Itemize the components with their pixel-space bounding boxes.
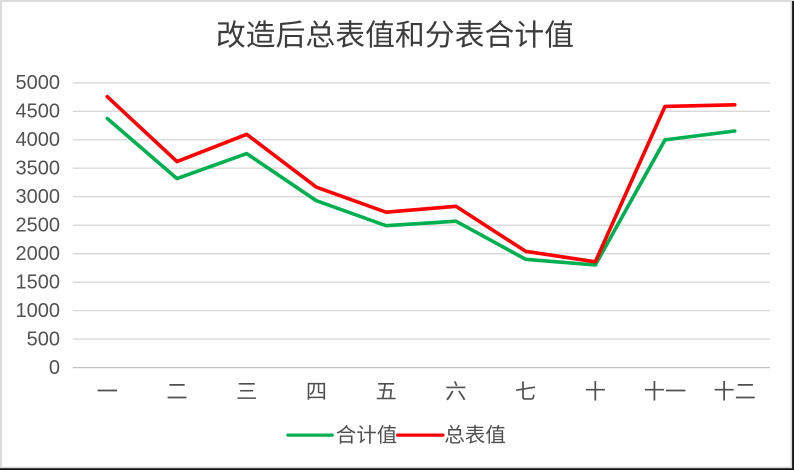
svg-text:500: 500	[27, 328, 60, 350]
svg-text:3000: 3000	[16, 186, 61, 208]
svg-text:3500: 3500	[16, 157, 61, 179]
svg-text:2000: 2000	[16, 243, 61, 265]
svg-text:2500: 2500	[16, 214, 61, 236]
svg-text:5000: 5000	[16, 72, 61, 94]
svg-text:1500: 1500	[16, 271, 61, 293]
svg-text:4000: 4000	[16, 129, 61, 151]
svg-text:0: 0	[49, 357, 60, 379]
svg-text:4500: 4500	[16, 101, 61, 123]
svg-text:1000: 1000	[16, 300, 61, 322]
